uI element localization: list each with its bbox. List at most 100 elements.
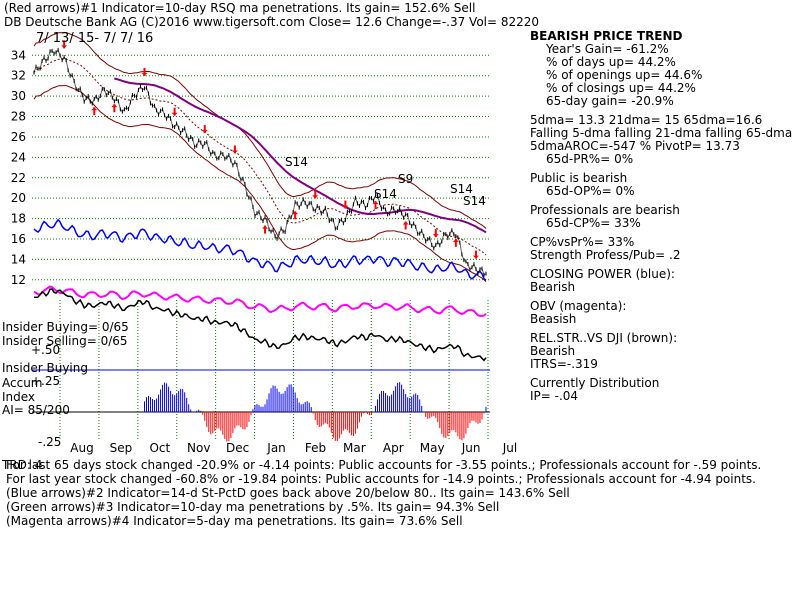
annotation-s14: S14 [450, 182, 473, 196]
footer-65day: For last 65 days stock changed -20.9% or… [6, 458, 762, 472]
right-panel-line: Bearish [530, 280, 576, 294]
indicator-4-title: (Magenta arrows)#4 Indicator=5-day ma pe… [6, 514, 463, 528]
insider-buying-label: Insider Buying= 0/65 [2, 320, 129, 334]
signal-arrow-head [432, 234, 439, 238]
annotation-s14: S14 [374, 187, 397, 201]
y-tick-label: 32 [11, 69, 26, 83]
right-panel-line: Year's Gain= -61.2% [546, 42, 669, 56]
right-panel-line: % of openings up= 44.6% [546, 68, 703, 82]
x-tick-label: Jan [266, 441, 286, 455]
indicator-3-title: (Green arrows)#3 Indicator=10-day ma pen… [6, 500, 500, 514]
bollinger-bands [33, 32, 487, 282]
annotation-s14: S14 [463, 194, 486, 208]
closing-power-line [33, 218, 487, 281]
y-tick-label: 20 [11, 191, 26, 205]
accum-plus50-label: +.50 [31, 343, 61, 357]
x-tick-label: Sep [110, 441, 133, 455]
x-tick-label: Apr [383, 441, 404, 455]
x-tick-label: Feb [305, 441, 326, 455]
signal-arrow-head [312, 195, 319, 199]
x-tick-label: Oct [149, 441, 170, 455]
right-panel-line: REL.STR..VS DJI (brown): [530, 331, 678, 345]
accum-minus25-label: -.25 [38, 435, 62, 449]
x-tick-label: May [420, 441, 445, 455]
signal-arrow-head [231, 150, 238, 154]
right-panel-line: CP%vsPr%= 33% [530, 235, 635, 249]
signal-arrow-head [201, 130, 208, 134]
y-tick-labels: 12 14 16 18 20 22 24 26 28 30 32 34 [11, 48, 26, 286]
x-tick-label: Aug [70, 441, 93, 455]
right-panel-line: Falling 5-dma falling 21-dma falling 65-… [530, 126, 793, 140]
right-panel-line: ITRS=-.319 [530, 357, 598, 371]
upper-band [33, 32, 487, 229]
y-tick-label: 24 [11, 150, 26, 164]
x-tick-label: Nov [187, 441, 210, 455]
right-panel-line: Strength Profess/Pub= .2 [530, 248, 681, 262]
accum-plus25-label: +.25 [31, 374, 61, 388]
obv-line [33, 285, 487, 317]
y-tick-label: 34 [11, 48, 26, 62]
signal-arrow-head [171, 112, 178, 116]
annotation-s9: S9 [398, 172, 414, 186]
right-panel-line: 5dmaAROC=-547 % PivotP= 13.73 [530, 139, 740, 153]
signal-arrow-head [342, 205, 349, 209]
signal-arrow-head [402, 221, 409, 225]
x-tick-label: Dec [226, 441, 249, 455]
x-tick-label: Mar [343, 441, 366, 455]
right-panel: BEARISH PRICE TREND Year's Gain= -61.2%% … [530, 30, 798, 403]
price-line [33, 48, 487, 276]
y-tick-label: 26 [11, 130, 26, 144]
signal-arrow-head [111, 104, 118, 108]
right-panel-line: BEARISH PRICE TREND [530, 29, 683, 43]
indicator-lines [32, 218, 490, 413]
stock-header: DB Deutsche Bank AG (C)2016 www.tigersof… [4, 15, 540, 29]
right-panel-line: 65d-CP%= 33% [546, 216, 641, 230]
indicator-1-title: (Red arrows)#1 Indicator=10-day RSQ ma p… [4, 1, 476, 15]
ma65-line [114, 77, 487, 234]
insider-selling-label: Insider Selling= 0/65 [2, 334, 128, 348]
signal-arrow-head [372, 201, 379, 205]
right-panel-line: % of days up= 44.2% [546, 55, 676, 69]
signal-arrow-head [472, 255, 479, 259]
price-series [33, 47, 487, 277]
signal-arrow-head [452, 238, 459, 242]
right-panel-line: 65d-PR%= 0% [546, 152, 634, 166]
right-panel-line: 65-day gain= -20.9% [546, 94, 674, 108]
x-tick-labels: Aug Sep Oct Nov Dec Jan Feb Mar Apr May Jun Jul [70, 441, 517, 455]
signal-arrow-head [61, 45, 68, 49]
index-label: Index [2, 390, 36, 404]
right-panel-line: 5dma= 13.3 21dma= 15 65dma=16.6 [530, 113, 763, 127]
accum-bars [143, 382, 487, 442]
annotation-s14: S14 [285, 155, 308, 169]
lower-band [33, 85, 487, 282]
footer-overlap: TRD: 4 [2, 458, 43, 472]
right-panel-line: IP= -.04 [530, 389, 579, 403]
right-panel-line: Professionals are bearish [530, 203, 680, 217]
y-tick-label: 30 [11, 89, 26, 103]
signal-arrow-head [91, 107, 98, 111]
y-tick-label: 28 [11, 110, 26, 124]
y-tick-label: 14 [11, 252, 26, 266]
x-tick-label: Jul [502, 441, 517, 455]
accum-label: Accum [2, 376, 43, 390]
rel-strength-line [33, 288, 487, 362]
right-panel-line: % of closings up= 44.2% [546, 81, 696, 95]
right-panel-line: OBV (magenta): [530, 299, 627, 313]
right-panel-line: Beasish [530, 312, 577, 326]
ai-label: AI= 85/200 [2, 403, 70, 417]
y-tick-label: 22 [11, 171, 26, 185]
signal-arrows [61, 40, 479, 259]
signal-arrow-head [141, 72, 148, 76]
y-tick-label: 18 [11, 212, 26, 226]
insider-buying-label-2: Insider Buying [2, 361, 88, 375]
right-panel-line: Bearish [530, 344, 576, 358]
right-panel-line: CLOSING POWER (blue): [530, 267, 675, 281]
signal-arrow-head [292, 211, 299, 215]
grid-lines [32, 54, 490, 440]
indicator-2-title: (Blue arrows)#2 Indicator=14-d St-PctD g… [6, 486, 570, 500]
signal-arrow-head [262, 225, 269, 229]
x-tick-label: Jun [461, 441, 481, 455]
right-panel-line: 65d-OP%= 0% [546, 184, 635, 198]
y-tick-label: 12 [11, 273, 26, 287]
